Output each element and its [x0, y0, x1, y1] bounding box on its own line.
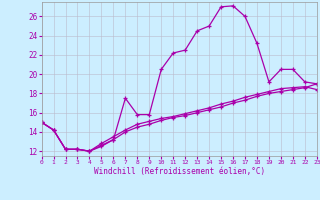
- X-axis label: Windchill (Refroidissement éolien,°C): Windchill (Refroidissement éolien,°C): [94, 167, 265, 176]
